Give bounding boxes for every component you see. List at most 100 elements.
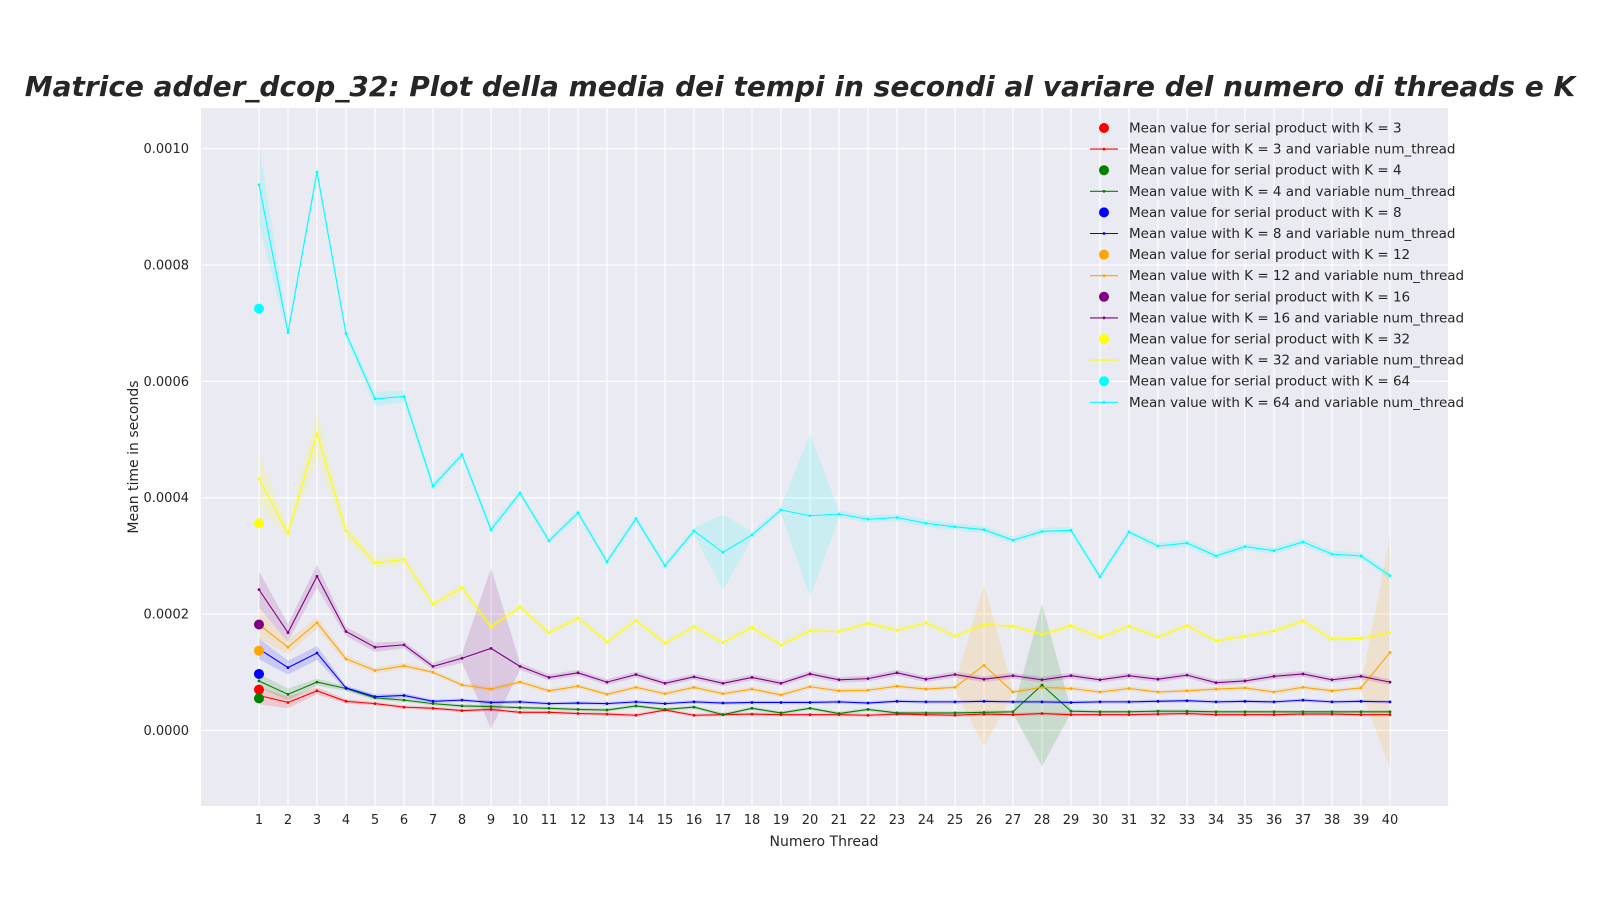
series-point (895, 711, 899, 715)
series-point (315, 651, 319, 655)
x-tick-label: 27 (1005, 813, 1022, 828)
series-point (1272, 549, 1276, 553)
series-point (982, 528, 986, 532)
series-point (489, 701, 493, 704)
y-tick-label: 0.0010 (144, 142, 190, 157)
series-point (895, 628, 899, 632)
legend-line-marker (1102, 189, 1106, 193)
series-point (547, 710, 551, 714)
series-point (895, 671, 899, 675)
series-point (663, 702, 667, 706)
series-point (663, 692, 667, 696)
series-point (344, 529, 348, 533)
series-point (1185, 624, 1189, 628)
serial-point (254, 668, 264, 679)
series-point (1243, 679, 1247, 683)
legend-entry: Mean value with K = 32 and variable num_… (1129, 353, 1464, 369)
series-point (750, 701, 754, 704)
confidence-band (259, 564, 1390, 729)
series-point (1214, 687, 1218, 691)
series-point (402, 557, 406, 561)
series-point (1127, 674, 1131, 678)
y-axis-label: Mean time in seconds (126, 380, 142, 533)
legend-line-marker (1102, 316, 1106, 320)
series-point (1272, 629, 1276, 633)
series-point (866, 688, 870, 692)
series-point (518, 680, 522, 684)
x-axis-label: Numero Thread (769, 834, 878, 850)
series-point (1243, 634, 1247, 638)
series-point (373, 561, 377, 565)
series-point (895, 684, 899, 688)
series-point (837, 689, 841, 693)
series-point (576, 671, 580, 675)
series-point (1011, 624, 1015, 628)
series-point (402, 643, 406, 647)
legend-entry: Mean value for serial product with K = 4 (1129, 163, 1402, 179)
series-point (344, 657, 348, 661)
series-point (605, 708, 609, 712)
x-tick-label: 14 (628, 813, 645, 828)
series-point (373, 702, 377, 706)
series-point (1185, 709, 1189, 713)
series-point (634, 673, 638, 676)
series-point (547, 706, 551, 710)
series-point (257, 183, 261, 187)
y-tick-label: 0.0002 (144, 608, 190, 623)
legend-entry: Mean value with K = 4 and variable num_t… (1129, 184, 1456, 200)
series-point (953, 713, 957, 717)
series-point (982, 710, 986, 714)
series-point (1359, 637, 1363, 640)
x-tick-label: 3 (313, 813, 321, 828)
legend-entry: Mean value for serial product with K = 1… (1129, 289, 1410, 305)
legend-marker (1099, 291, 1109, 302)
series-point (460, 656, 464, 660)
series-point (1098, 710, 1102, 714)
legend-marker (1099, 334, 1109, 344)
series-point (953, 525, 957, 529)
series-point (808, 713, 812, 717)
series-point (779, 711, 783, 715)
series-point (779, 693, 783, 697)
series-point (779, 643, 783, 647)
series-point (286, 531, 290, 535)
series-point (1243, 686, 1247, 690)
series-point (1185, 699, 1189, 703)
x-tick-label: 9 (487, 813, 495, 828)
series-point (518, 706, 522, 710)
series-point (750, 676, 754, 679)
series-point (257, 588, 261, 592)
series-point (924, 687, 928, 691)
series-point (576, 684, 580, 688)
series-point (431, 699, 435, 703)
legend-entry: Mean value for serial product with K = 6… (1129, 374, 1410, 390)
series-point (1301, 685, 1305, 689)
series-point (808, 514, 812, 518)
y-tick-label: 0.0008 (144, 259, 190, 274)
series-point (286, 666, 290, 669)
series-point (1243, 699, 1247, 703)
x-tick-label: 23 (889, 813, 906, 828)
x-tick-label: 2 (284, 813, 292, 828)
series-point (576, 701, 580, 705)
x-tick-label: 13 (599, 813, 616, 828)
series-point (489, 708, 493, 711)
series-point (1330, 710, 1334, 714)
series-point (576, 616, 580, 620)
x-tick-label: 12 (570, 813, 587, 828)
series-point (315, 432, 319, 436)
series-point (286, 701, 290, 704)
series-point (605, 680, 609, 684)
legend-entry: Mean value with K = 16 and variable num_… (1129, 310, 1464, 326)
series-point (518, 491, 522, 495)
legend-marker (1099, 207, 1109, 218)
series-point (750, 687, 754, 691)
confidence-band (259, 686, 1390, 718)
series-point (924, 700, 928, 704)
series-point (982, 663, 986, 667)
series-point (953, 711, 957, 715)
confidence-bands (259, 144, 1390, 769)
series-point (605, 712, 609, 716)
series-point (1388, 651, 1392, 654)
series-point (315, 574, 319, 578)
